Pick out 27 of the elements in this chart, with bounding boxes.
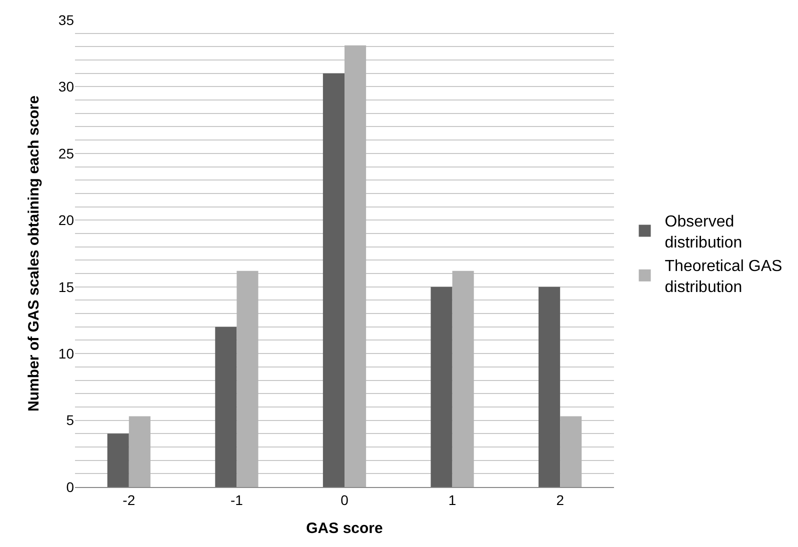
y-tick-label: 0: [66, 478, 74, 495]
legend-label: Theoretical GAS distribution: [664, 258, 782, 296]
y-axis-title: Number of GAS scales obtaining each score: [26, 96, 43, 412]
x-tick-label: 0: [340, 492, 349, 508]
bar: [430, 286, 452, 487]
bar: [322, 73, 344, 487]
x-tick-label: 2: [556, 492, 564, 508]
y-tick-label: 15: [58, 278, 74, 295]
bar: [107, 434, 129, 487]
bar: [344, 45, 366, 487]
y-tick-label: 5: [66, 412, 74, 428]
bar: [128, 416, 150, 487]
bar: [560, 416, 582, 487]
y-tick-label: 20: [58, 212, 74, 228]
legend-label: Observed distribution: [664, 214, 742, 252]
y-tick-label: 10: [58, 345, 74, 362]
x-tick-label: 1: [448, 492, 456, 508]
bar: [215, 326, 237, 487]
bar: [452, 270, 474, 487]
y-tick-label: 25: [58, 145, 74, 162]
bar: [538, 286, 560, 487]
bar: [236, 270, 258, 487]
x-tick-label: -2: [122, 492, 136, 508]
x-tick-label: -1: [230, 492, 244, 508]
x-axis-title: GAS score: [306, 520, 383, 537]
y-tick-label: 30: [58, 78, 74, 95]
y-tick-label: 35: [58, 12, 74, 28]
